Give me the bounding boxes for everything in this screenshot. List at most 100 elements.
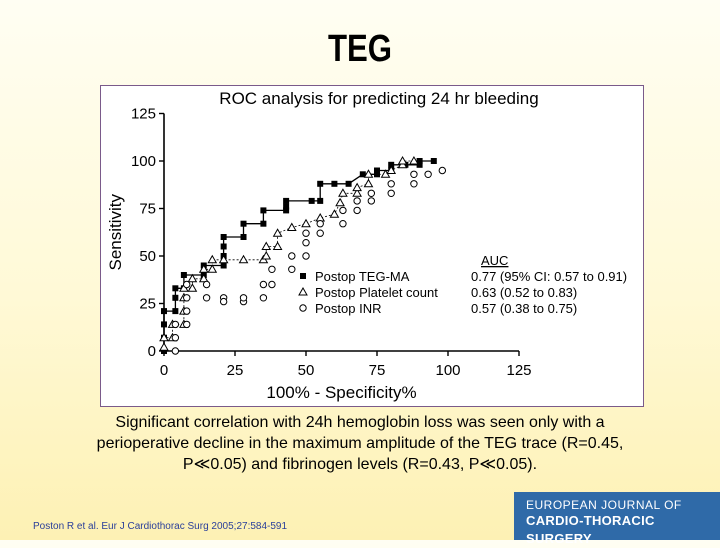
data-point-teg-ma bbox=[416, 158, 423, 164]
data-point-inr bbox=[302, 239, 310, 247]
data-point-teg-ma bbox=[180, 272, 187, 278]
slide-title: TEG bbox=[327, 28, 393, 70]
data-point-inr bbox=[268, 265, 276, 274]
data-point-inr bbox=[353, 206, 361, 215]
data-point-platelet bbox=[198, 264, 209, 273]
data-point-inr bbox=[202, 280, 211, 289]
data-point-teg-ma bbox=[240, 234, 247, 240]
caption-line-1: Significant correlation with 24h hemoglo… bbox=[115, 414, 605, 431]
y-tick-label: 100 bbox=[131, 153, 156, 170]
legend-marker-platelet bbox=[298, 286, 308, 296]
data-point-teg-ma bbox=[308, 197, 315, 204]
x-axis-label: 100% - Specificity% bbox=[266, 383, 416, 402]
data-point-teg-ma bbox=[317, 197, 324, 204]
data-point-inr bbox=[438, 166, 447, 175]
data-point-teg-ma bbox=[220, 234, 227, 240]
data-point-teg-ma bbox=[260, 220, 267, 227]
data-point-inr bbox=[239, 294, 248, 302]
data-point-platelet bbox=[261, 241, 272, 250]
data-point-platelet bbox=[207, 254, 218, 264]
data-point-inr bbox=[316, 220, 324, 228]
data-point-platelet bbox=[159, 342, 169, 351]
data-point-inr bbox=[183, 307, 191, 315]
data-point-platelet bbox=[159, 332, 169, 342]
data-point-platelet bbox=[363, 169, 374, 178]
data-point-inr bbox=[171, 320, 180, 329]
data-point-inr bbox=[183, 280, 191, 289]
data-point-platelet bbox=[261, 250, 272, 260]
data-point-platelet bbox=[187, 273, 198, 283]
data-point-platelet bbox=[335, 197, 345, 207]
data-point-inr bbox=[171, 334, 180, 342]
data-point-inr bbox=[183, 320, 191, 329]
data-point-inr bbox=[316, 229, 324, 237]
data-point-inr bbox=[410, 170, 418, 179]
journal-logo: EUROPEAN JOURNAL OF CARDIO-THORACIC SURG… bbox=[514, 492, 720, 546]
legend-auc-header: AUC bbox=[481, 253, 508, 268]
x-tick-label: 0 bbox=[160, 362, 168, 379]
legend-label-teg-ma: Postop TEG-MA bbox=[315, 269, 410, 284]
data-point-platelet bbox=[352, 188, 362, 197]
legend-auc-platelet: 0.63 (0.52 to 0.83) bbox=[471, 285, 577, 300]
data-point-teg-ma bbox=[260, 207, 267, 214]
data-point-teg-ma bbox=[283, 207, 290, 214]
data-point-inr bbox=[302, 229, 310, 237]
caption: Significant correlation with 24h hemoglo… bbox=[20, 412, 700, 475]
data-point-inr bbox=[268, 280, 276, 289]
y-tick-label: 75 bbox=[139, 201, 156, 218]
legend-marker-teg-ma bbox=[300, 273, 306, 279]
data-point-teg-ma bbox=[283, 203, 290, 210]
citation: Poston R et al. Eur J Cardiothorac Surg … bbox=[33, 521, 288, 532]
data-point-teg-ma bbox=[359, 171, 366, 178]
data-point-platelet bbox=[409, 155, 419, 165]
legend-auc-inr: 0.57 (0.38 to 0.75) bbox=[471, 301, 577, 316]
data-point-platelet bbox=[218, 254, 229, 264]
data-point-platelet bbox=[352, 182, 362, 192]
data-point-teg-ma bbox=[220, 262, 227, 269]
data-point-teg-ma bbox=[172, 285, 179, 292]
data-point-inr bbox=[339, 206, 347, 215]
data-point-teg-ma bbox=[374, 171, 380, 178]
data-point-platelet bbox=[272, 241, 283, 250]
x-tick-label: 25 bbox=[227, 362, 244, 379]
data-point-teg-ma bbox=[172, 308, 179, 315]
data-point-platelet bbox=[363, 178, 374, 188]
data-point-teg-ma bbox=[220, 243, 227, 250]
data-point-platelet bbox=[286, 222, 297, 231]
x-tick-label: 125 bbox=[506, 362, 531, 379]
data-point-inr bbox=[353, 197, 361, 205]
data-point-teg-ma bbox=[416, 161, 423, 168]
x-tick-label: 75 bbox=[369, 362, 386, 379]
y-tick-label: 125 bbox=[131, 106, 156, 123]
data-point-platelet bbox=[338, 188, 348, 197]
data-point-platelet bbox=[386, 165, 397, 174]
data-point-inr bbox=[387, 180, 395, 188]
x-tick-label: 100 bbox=[435, 362, 460, 379]
data-point-teg-ma bbox=[161, 348, 167, 354]
y-tick-label: 0 bbox=[148, 343, 156, 360]
data-point-inr bbox=[202, 294, 211, 302]
data-point-platelet bbox=[238, 254, 249, 264]
data-point-platelet bbox=[397, 155, 408, 165]
roc-chart: ROC analysis for predicting 24 hr bleedi… bbox=[106, 89, 627, 402]
data-point-inr bbox=[367, 197, 376, 205]
data-point-teg-ma bbox=[317, 180, 324, 187]
legend-label-platelet: Postop Platelet count bbox=[315, 285, 438, 300]
data-point-platelet bbox=[329, 209, 340, 218]
legend-label-inr: Postop INR bbox=[315, 301, 381, 316]
data-point-platelet bbox=[187, 283, 198, 292]
data-point-platelet bbox=[301, 218, 311, 228]
data-point-inr bbox=[288, 252, 296, 260]
data-point-inr bbox=[259, 294, 268, 302]
journal-logo-line2: CARDIO-THORACIC SURGERY bbox=[526, 513, 655, 546]
data-point-platelet bbox=[272, 228, 283, 237]
data-point-inr bbox=[219, 297, 228, 306]
data-point-teg-ma bbox=[388, 161, 395, 168]
data-point-platelet bbox=[207, 264, 218, 273]
data-point-teg-ma bbox=[240, 220, 247, 227]
caption-line-3: P≪0.05) and fibrinogen levels (R=0.43, P… bbox=[182, 456, 538, 473]
roc-figure: ROC analysis for predicting 24 hr bleedi… bbox=[100, 85, 644, 407]
data-point-teg-ma bbox=[172, 294, 179, 301]
legend-auc-teg-ma: 0.77 (95% CI: 0.57 to 0.91) bbox=[471, 269, 627, 284]
data-point-teg-ma bbox=[161, 308, 167, 315]
